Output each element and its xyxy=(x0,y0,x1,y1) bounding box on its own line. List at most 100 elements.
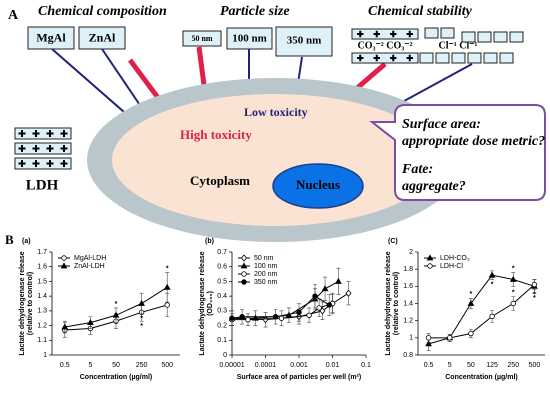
x-tick-label: 0.00001 xyxy=(219,362,244,369)
y-tick-label: 1.4 xyxy=(403,300,413,307)
layer xyxy=(499,52,514,64)
label: ZnAl xyxy=(89,30,116,44)
label: 50 nm xyxy=(191,34,212,43)
y-tick-label: 1.3 xyxy=(37,308,47,315)
x-tick-label: 0.01 xyxy=(326,362,340,369)
y-axis-label: (relative to control) xyxy=(27,272,34,335)
ldh-layer xyxy=(14,142,72,155)
significance: * xyxy=(140,316,143,323)
point xyxy=(272,314,279,320)
label: CO₃⁻² CO₃⁻² xyxy=(357,40,412,51)
y-tick-label: 0.6 xyxy=(217,264,227,271)
y-tick-label: 1.1 xyxy=(37,337,47,344)
point xyxy=(425,335,432,341)
legend-marker xyxy=(241,271,247,277)
plus xyxy=(390,30,397,38)
x-tick-label: 0.5 xyxy=(424,362,434,369)
legend-marker xyxy=(427,263,433,269)
point xyxy=(510,300,516,307)
box xyxy=(27,26,75,50)
legend-marker xyxy=(426,254,434,261)
y-tick-label: 0.5 xyxy=(217,278,227,285)
y-axis-label: (relative to control) xyxy=(393,272,400,335)
x-tick-label: 250 xyxy=(136,362,148,369)
panel-label: (a) xyxy=(22,238,31,245)
layer xyxy=(509,31,524,43)
x-tick-label: 500 xyxy=(529,362,541,369)
y-tick-label: 1.2 xyxy=(37,322,47,329)
x-axis-label: Concentration (µg/ml) xyxy=(80,374,152,381)
ldh-layer xyxy=(14,157,72,170)
label: Low toxicity xyxy=(244,105,308,119)
heading: Chemical stability xyxy=(368,4,473,19)
point xyxy=(468,330,474,337)
callout xyxy=(369,104,546,201)
plus xyxy=(406,30,413,38)
y-axis-label: Lactate dehydrogenase release xyxy=(199,251,206,355)
y-tick-label: 0.8 xyxy=(403,352,413,359)
layer xyxy=(451,52,466,64)
panel-label: A xyxy=(8,8,19,23)
point xyxy=(467,299,475,306)
point xyxy=(138,299,145,306)
nucleus xyxy=(272,163,364,209)
legend-label: 350 nm xyxy=(254,279,278,286)
legend-label: MgAl-LDH xyxy=(74,255,106,262)
x-axis-label: Surface area of particles per well (m²) xyxy=(237,374,362,381)
point xyxy=(509,275,517,282)
y-tick-label: 1.7 xyxy=(37,249,47,256)
legend-label: 50 nm xyxy=(254,255,274,262)
plus xyxy=(60,159,68,168)
plus xyxy=(46,144,54,153)
series-line xyxy=(232,280,339,319)
plus xyxy=(32,159,40,168)
layer xyxy=(477,31,492,43)
legend-marker xyxy=(240,254,248,262)
point xyxy=(335,277,342,284)
x-tick-label: 50 xyxy=(467,362,475,369)
y-tick-label: 1.6 xyxy=(403,283,413,290)
plus xyxy=(373,54,380,62)
point xyxy=(316,305,322,311)
point xyxy=(61,323,69,330)
label: High toxicity xyxy=(180,127,252,142)
x-tick-label: 125 xyxy=(486,362,498,369)
significance: * xyxy=(140,323,143,330)
heading: Particle size xyxy=(220,4,290,19)
label: Cl⁻¹ Cl⁻¹ xyxy=(438,40,477,51)
layer xyxy=(493,31,508,43)
callout-text: aggregate? xyxy=(402,179,466,194)
y-tick-label: 0.1 xyxy=(217,337,227,344)
significance: * xyxy=(491,281,494,288)
point xyxy=(488,271,496,278)
x-tick-label: 50 xyxy=(112,362,120,369)
x-tick-label: 5 xyxy=(448,362,452,369)
x-tick-label: 0.1 xyxy=(361,362,371,369)
series-line xyxy=(428,274,535,345)
box xyxy=(182,30,222,47)
layer xyxy=(461,31,476,43)
significance: * xyxy=(533,292,536,299)
x-tick-label: 250 xyxy=(507,362,519,369)
plus xyxy=(32,129,40,138)
y-tick-label: 0.2 xyxy=(217,322,227,329)
label: LDH xyxy=(26,177,59,193)
layer xyxy=(424,27,439,39)
ldh-layer xyxy=(351,28,419,40)
x-tick-label: 0.0001 xyxy=(255,362,277,369)
plus xyxy=(18,159,26,168)
plus xyxy=(46,159,54,168)
panel-label: (C) xyxy=(388,238,398,245)
heading: Chemical composition xyxy=(38,4,167,19)
plus xyxy=(18,144,26,153)
point xyxy=(425,340,432,347)
layer xyxy=(483,52,498,64)
layer xyxy=(419,52,434,64)
label: 100 nm xyxy=(232,33,267,45)
plus xyxy=(357,30,364,38)
y-tick-label: 1.4 xyxy=(37,293,47,300)
y-tick-label: 0.3 xyxy=(217,308,227,315)
plus xyxy=(373,30,380,38)
layer xyxy=(435,52,450,64)
